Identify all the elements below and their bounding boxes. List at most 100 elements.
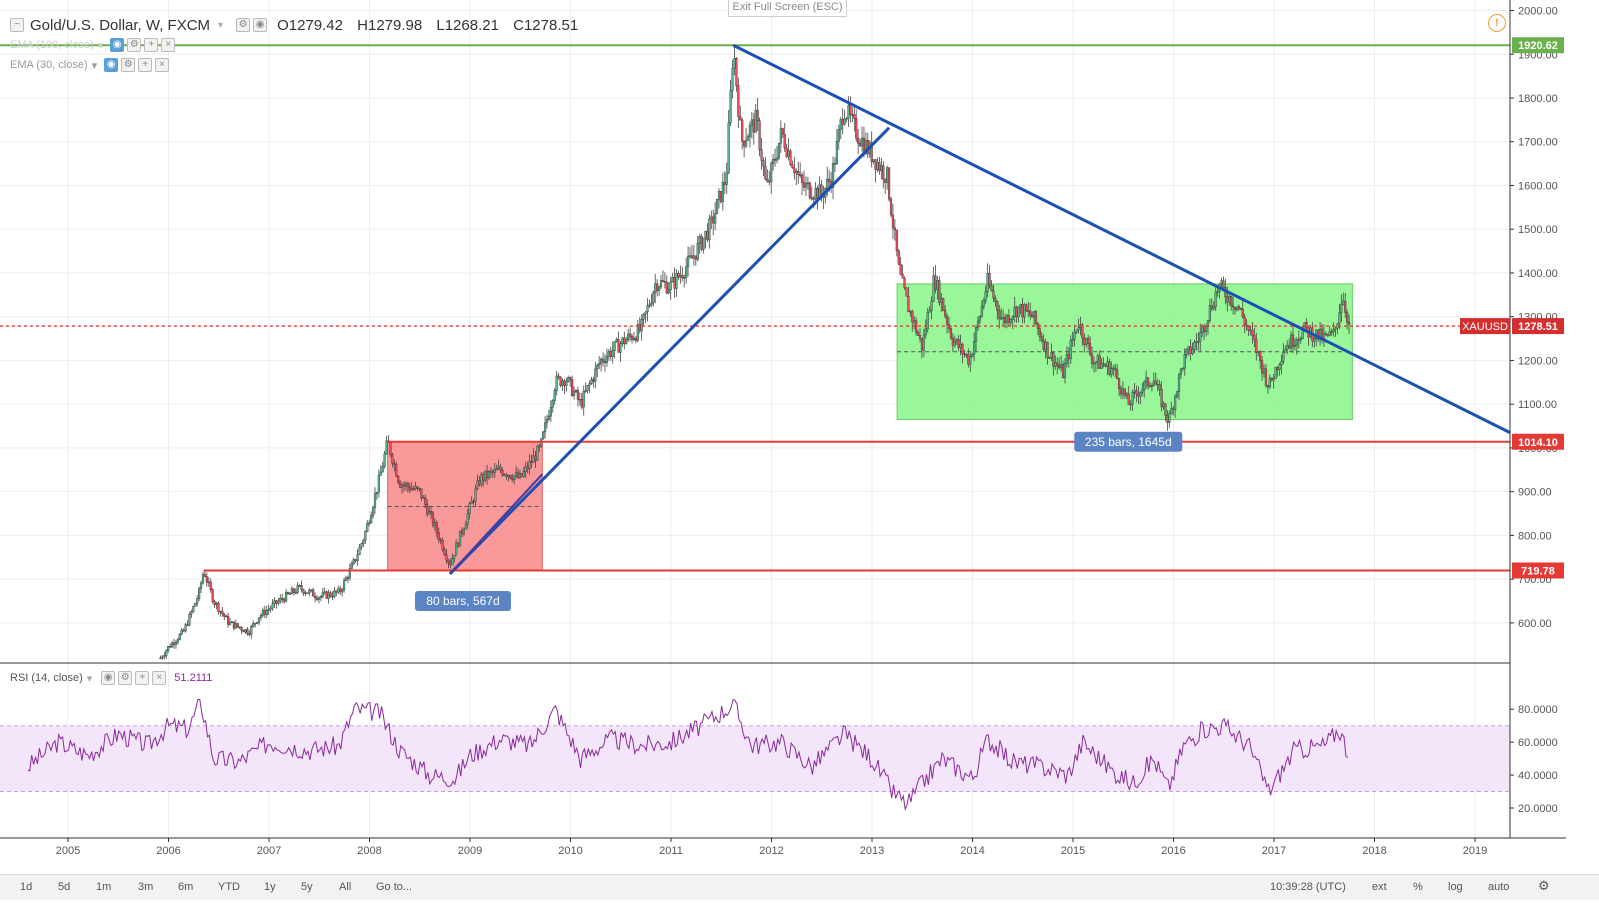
candle-body [1087,337,1090,344]
range-1d[interactable]: 1d [20,881,33,893]
axes: 2000.001900.001800.001700.001600.001500.… [0,0,1566,857]
candle-body [1094,361,1097,364]
auto-button[interactable]: auto [1488,881,1510,893]
candle-body [783,134,786,149]
candle-body [1214,291,1217,308]
chevron-down-icon[interactable]: ▾ [91,59,98,72]
candle-body [1156,384,1159,386]
candle-body [522,471,525,477]
candle-body [497,466,500,470]
candle-body [375,492,379,495]
candle-body [576,390,580,400]
exit-fullscreen-button[interactable]: Exit Full Screen (ESC) [728,0,847,17]
candle-body [967,354,970,365]
chevron-down-icon[interactable]: ▾ [97,39,104,52]
candle-body [1216,291,1219,293]
level-tag-last: 1278.51 [1518,321,1558,333]
level-tag-1014: 1014.10 [1518,437,1558,449]
range-6m[interactable]: 6m [178,881,194,893]
candle-body [663,281,666,283]
candle-body [435,522,438,533]
time-tick-label: 2010 [558,845,582,857]
candle-body [609,351,612,357]
candle-body [619,343,622,353]
close-icon[interactable]: × [152,671,167,685]
close-icon[interactable]: × [155,58,170,72]
gear-icon[interactable]: ⚙ [1538,878,1550,893]
candle-body [806,182,810,185]
plus-icon[interactable]: + [138,58,153,72]
eye-icon[interactable]: ◉ [101,671,116,685]
indicator-ema-100[interactable]: EMA (100, close) ▾ ◉ ⚙ + × [10,38,176,52]
candle-body [176,639,179,643]
candle-body [1268,377,1271,388]
close-icon[interactable]: × [161,38,176,52]
chevron-down-icon[interactable]: ▾ [86,672,93,685]
plus-icon[interactable]: + [135,671,150,685]
candle-body [700,236,703,250]
close-value: C1278.51 [513,16,579,34]
range-5y[interactable]: 5y [301,881,313,893]
candle-body [169,646,172,648]
candle-body [234,623,237,629]
candle-body [1123,388,1126,396]
goto-button[interactable]: Go to... [376,881,413,893]
range-ytd[interactable]: YTD [218,881,240,893]
candle-body [269,607,272,610]
candle-body [630,335,634,340]
settings-icon[interactable]: ⚙ [121,58,136,72]
candle-body [1199,332,1202,342]
indicator-rsi[interactable]: RSI (14, close) ▾ ◉ ⚙ + × 51.2111 [10,671,212,685]
indicator-ema-30[interactable]: EMA (30, close) ▾ ◉ ⚙ + × [10,58,170,72]
range-1y[interactable]: 1y [264,881,276,893]
candle-body [356,554,359,562]
candle-body [329,592,332,597]
settings-icon[interactable]: ⚙ [118,671,133,685]
candle-body [978,316,982,322]
candle-body [443,549,446,555]
plus-icon[interactable]: + [144,38,159,52]
candle-body [799,174,802,176]
ext-button[interactable]: ext [1372,881,1387,893]
candle-body [940,298,943,304]
candle-body [938,280,941,304]
candle-body [1131,392,1134,405]
range-3m[interactable]: 3m [138,881,154,893]
candle-body [903,277,906,289]
log-button[interactable]: log [1448,881,1463,893]
candle-body [489,471,493,473]
eye-icon[interactable]: ◉ [253,18,268,32]
candle-body [671,277,674,283]
eye-icon[interactable]: ◉ [104,58,119,72]
percent-button[interactable]: % [1413,881,1423,893]
warning-icon[interactable]: ! [1488,14,1506,32]
price-tick-label: 1700.00 [1518,137,1558,149]
candle-body [1077,327,1080,331]
candle-body [424,497,427,505]
candle-body [470,500,473,504]
candle-body [286,592,290,594]
candle-body [605,356,609,363]
chevron-down-icon[interactable]: ▾ [218,19,224,31]
range-all[interactable]: All [339,881,352,893]
candle-body [1172,408,1175,410]
collapse-icon[interactable]: − [10,18,24,32]
candle-body [826,178,829,189]
symbol-title[interactable]: Gold/U.S. Dollar, W, FXCM [30,16,211,34]
settings-icon[interactable]: ⚙ [127,38,142,52]
candle-body [916,332,920,336]
candle-body [1100,363,1103,369]
range-5d[interactable]: 5d [58,881,71,893]
candle-body [714,213,717,224]
candle-body [1112,367,1115,370]
level-tag-1920-bg [1512,37,1564,54]
settings-icon[interactable]: ⚙ [236,18,251,32]
eye-icon[interactable]: ◉ [110,38,125,52]
candle-body [1326,333,1329,336]
candle-body [1052,352,1055,367]
candle-body [1237,306,1241,309]
range-1m[interactable]: 1m [96,881,112,893]
candle-body [1009,319,1012,323]
